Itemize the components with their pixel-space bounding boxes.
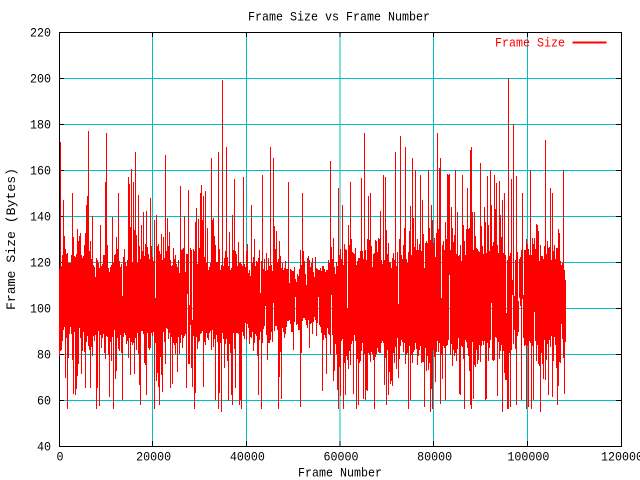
svg-text:100: 100 [30, 302, 51, 317]
svg-text:100000: 100000 [507, 450, 549, 465]
svg-text:40: 40 [37, 440, 51, 455]
svg-text:20000: 20000 [136, 450, 171, 465]
svg-text:Frame Size vs Frame Number: Frame Size vs Frame Number [248, 9, 430, 24]
svg-text:80000: 80000 [417, 450, 452, 465]
svg-text:140: 140 [30, 210, 51, 225]
svg-text:180: 180 [30, 118, 51, 133]
svg-text:60000: 60000 [324, 450, 359, 465]
svg-text:200: 200 [30, 72, 51, 87]
svg-text:Frame Size (Bytes): Frame Size (Bytes) [4, 168, 19, 310]
svg-text:80: 80 [37, 348, 51, 363]
svg-text:0: 0 [57, 450, 64, 465]
svg-text:220: 220 [30, 26, 51, 41]
svg-text:Frame Size: Frame Size [495, 36, 565, 51]
svg-text:Frame Number: Frame Number [298, 466, 382, 480]
svg-text:60: 60 [37, 394, 51, 409]
svg-text:120000: 120000 [601, 450, 640, 465]
svg-text:160: 160 [30, 164, 51, 179]
svg-text:40000: 40000 [230, 450, 265, 465]
svg-text:120: 120 [30, 256, 51, 271]
